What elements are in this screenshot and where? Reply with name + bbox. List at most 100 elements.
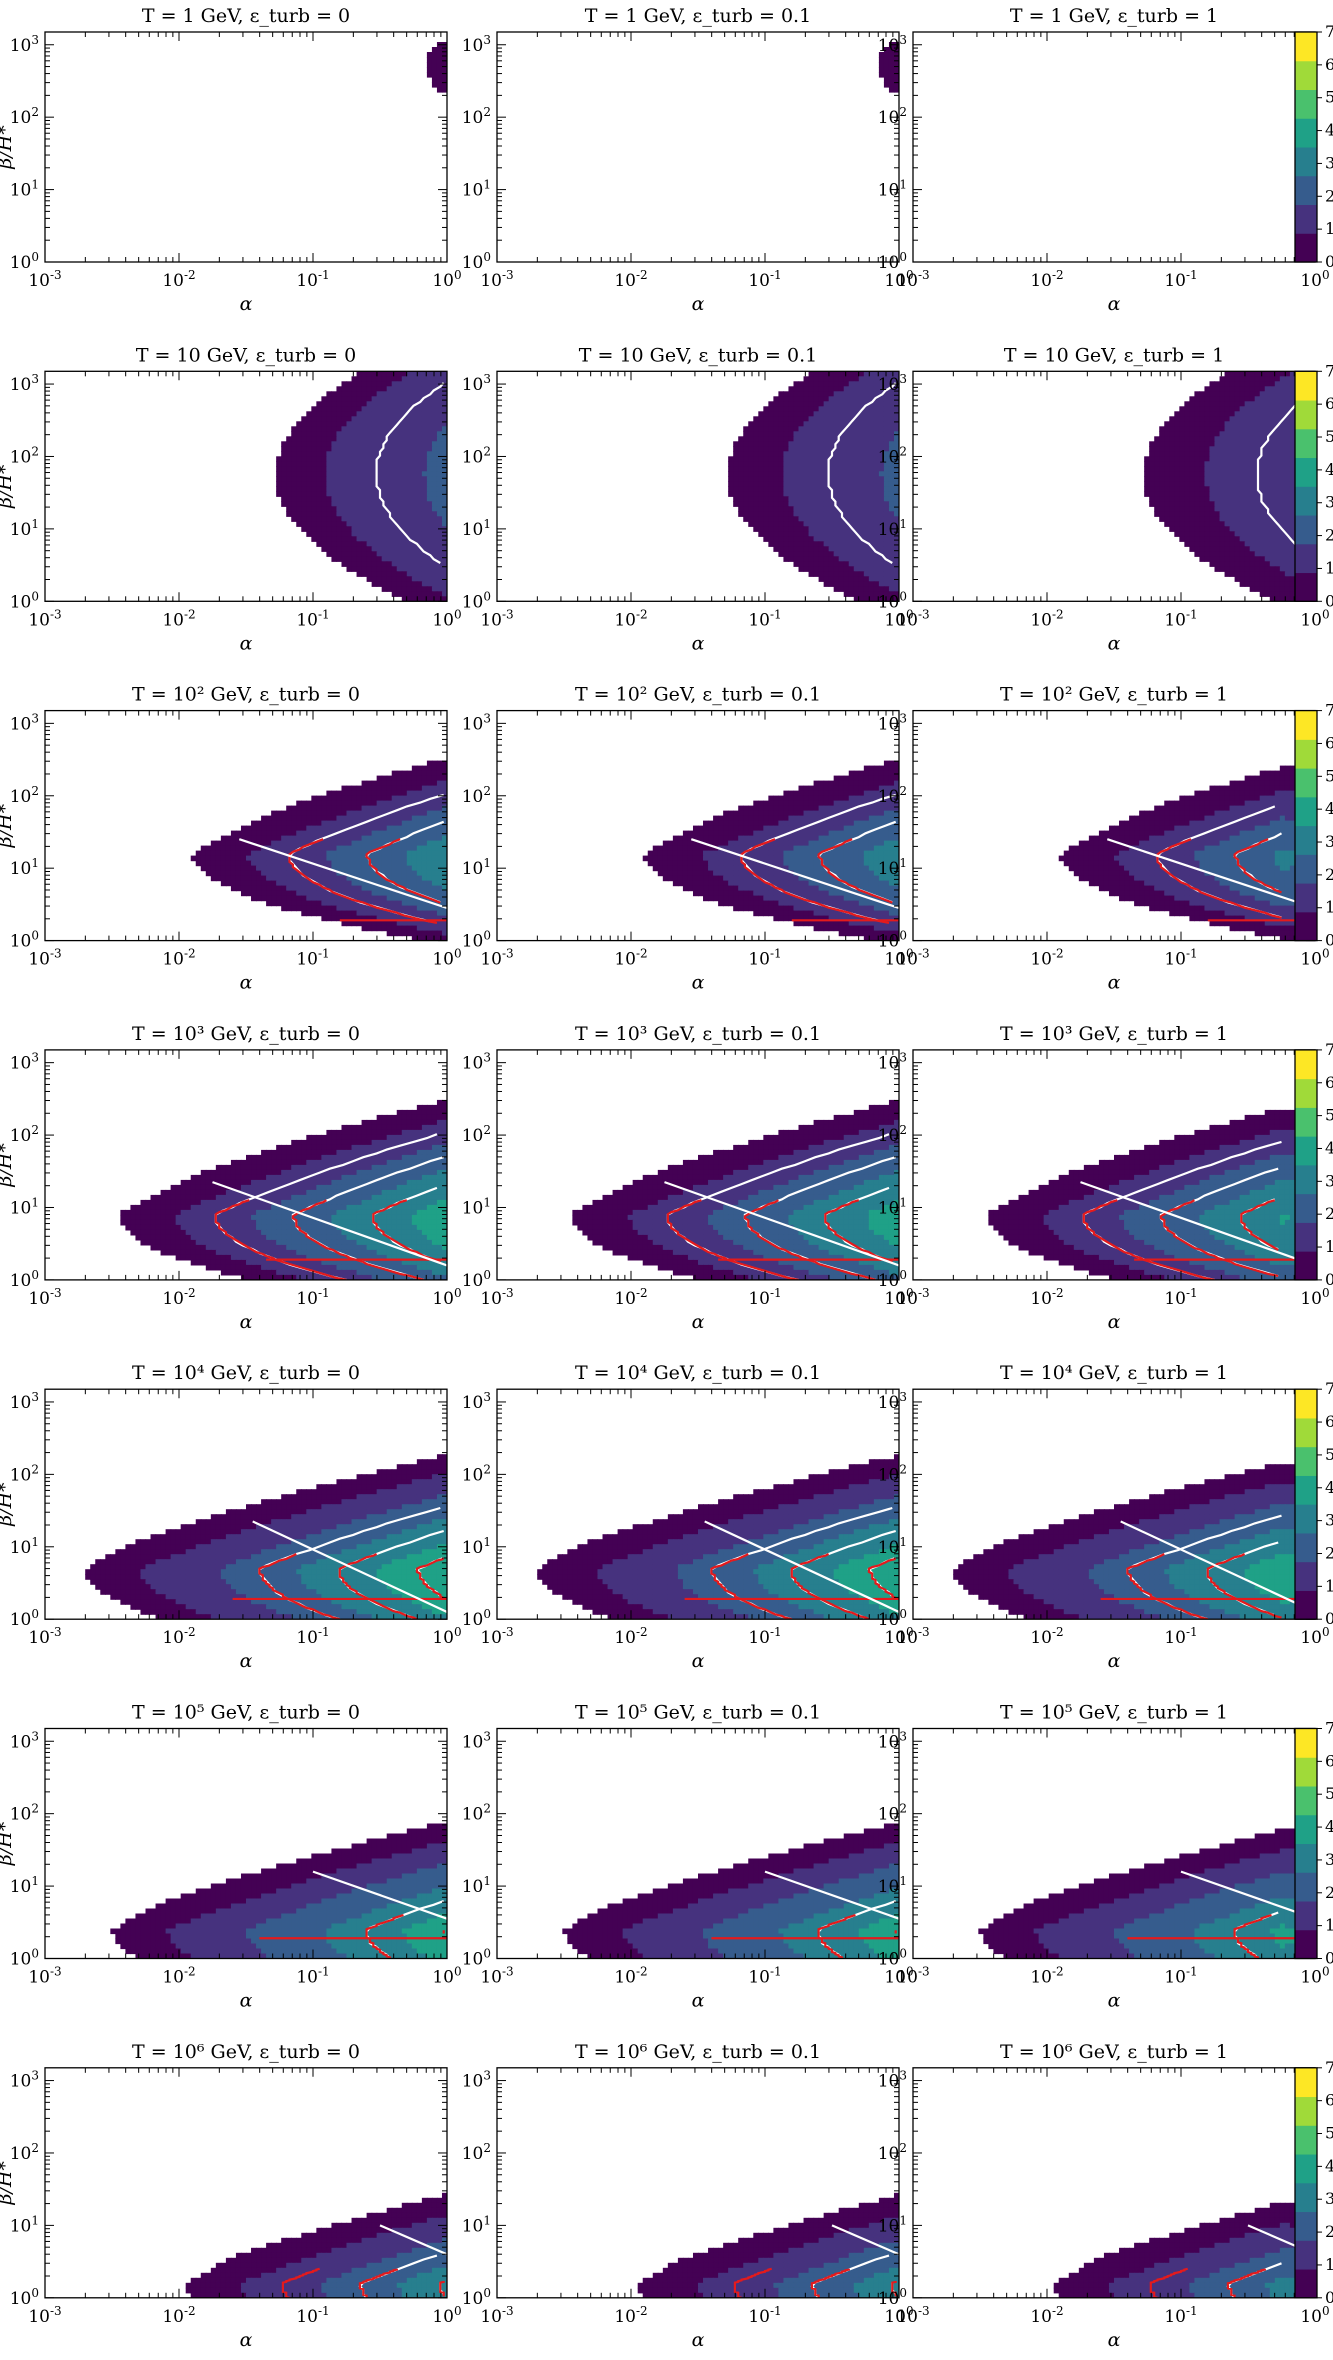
contour-cell (1254, 536, 1261, 542)
contour-cell (773, 436, 780, 442)
contour-cell (818, 456, 825, 462)
contour-cell (1209, 521, 1216, 527)
contour-cell (416, 596, 423, 602)
contour-cell (1229, 546, 1236, 552)
contour-cell (1174, 411, 1180, 417)
contour-cell (396, 496, 403, 502)
contour-cell (818, 481, 825, 487)
contour-cell (818, 501, 825, 507)
contour-cell (888, 376, 895, 382)
contour-cell (431, 581, 438, 587)
contour-cell (391, 481, 398, 487)
contour-cell (788, 491, 795, 497)
contour-cell (276, 810, 282, 817)
contour-cell (416, 765, 423, 772)
y-tick-label: 102 (462, 444, 491, 467)
contour-cell (828, 406, 835, 412)
contour-cell (346, 800, 353, 807)
contour-cell (1274, 386, 1281, 392)
contour-cell (833, 391, 840, 397)
contour-cell (853, 441, 860, 447)
contour-cell (371, 431, 378, 437)
contour-cell (361, 456, 368, 462)
contour-cell (436, 496, 443, 502)
contour-cell (1159, 486, 1165, 492)
contour-cell (878, 491, 885, 497)
contour-cell (366, 780, 373, 787)
contour-cell (346, 456, 353, 462)
contour-cell (376, 421, 383, 427)
contour-cell (1164, 426, 1170, 432)
contour-cell (1244, 476, 1251, 482)
contour-cell (848, 586, 855, 592)
contour-cell (346, 381, 353, 387)
contour-cell (411, 431, 418, 437)
contour-cell (371, 551, 378, 557)
contour-cell (396, 431, 403, 437)
contour-cell (351, 521, 358, 527)
contour-cell (426, 591, 433, 597)
contour-cell (301, 471, 307, 477)
contour-cell (401, 501, 408, 507)
contour-cell (386, 531, 393, 537)
contour-cell (356, 376, 363, 382)
contour-cell (326, 456, 333, 462)
contour-cell (813, 446, 820, 452)
contour-cell (753, 496, 759, 502)
contour-cell (828, 441, 835, 447)
colorbar-tick-label: 5 (1325, 427, 1333, 446)
contour-cell (803, 491, 810, 497)
contour-cell (1234, 381, 1241, 387)
contour-cell (1229, 571, 1236, 577)
contour-cell (436, 576, 443, 582)
contour-cell (788, 481, 795, 487)
contour-cell (788, 446, 795, 452)
contour-cell (381, 461, 388, 467)
contour-cell (421, 770, 428, 777)
contour-cell (793, 536, 800, 542)
contour-cell (1254, 571, 1261, 577)
contour-cell (773, 536, 780, 542)
contour-cell (271, 830, 277, 837)
contour-cell (361, 486, 368, 492)
contour-cell (286, 466, 292, 472)
contour-cell (858, 586, 865, 592)
contour-cell (436, 566, 443, 572)
contour-cell (818, 511, 825, 517)
contour-cell (376, 511, 383, 517)
contour-cell (366, 496, 373, 502)
contour-cell (1234, 466, 1241, 472)
contour-cell (356, 805, 363, 812)
contour-cell (768, 416, 774, 422)
contour-cell (416, 486, 423, 492)
contour-cell (1239, 376, 1246, 382)
contour-cell (1204, 471, 1211, 477)
contour-cell (853, 386, 860, 392)
contour-cell (386, 790, 393, 797)
contour-cell (1259, 586, 1266, 592)
contour-cell (853, 401, 860, 407)
contour-cell (321, 436, 328, 442)
contour-cell (893, 511, 899, 517)
contour-cell (316, 825, 322, 832)
contour-cell (1194, 481, 1201, 487)
contour-cell (326, 461, 333, 467)
contour-cell (426, 596, 433, 602)
contour-cell (828, 476, 835, 482)
contour-cell (1174, 431, 1180, 437)
contour-cell (868, 551, 875, 557)
x-tick-label: 10-1 (748, 268, 781, 291)
contour-cell (1289, 561, 1296, 567)
contour-cell (436, 531, 443, 537)
contour-cell (833, 561, 840, 567)
contour-cell (336, 820, 343, 827)
contour-cell (853, 526, 860, 532)
contour-cell (361, 546, 368, 552)
contour-cell (1279, 556, 1286, 562)
contour-cell (361, 571, 368, 577)
contour-cell (1224, 546, 1231, 552)
contour-cell (823, 506, 830, 512)
contour-cell (883, 576, 890, 582)
contour-cell (1214, 546, 1221, 552)
